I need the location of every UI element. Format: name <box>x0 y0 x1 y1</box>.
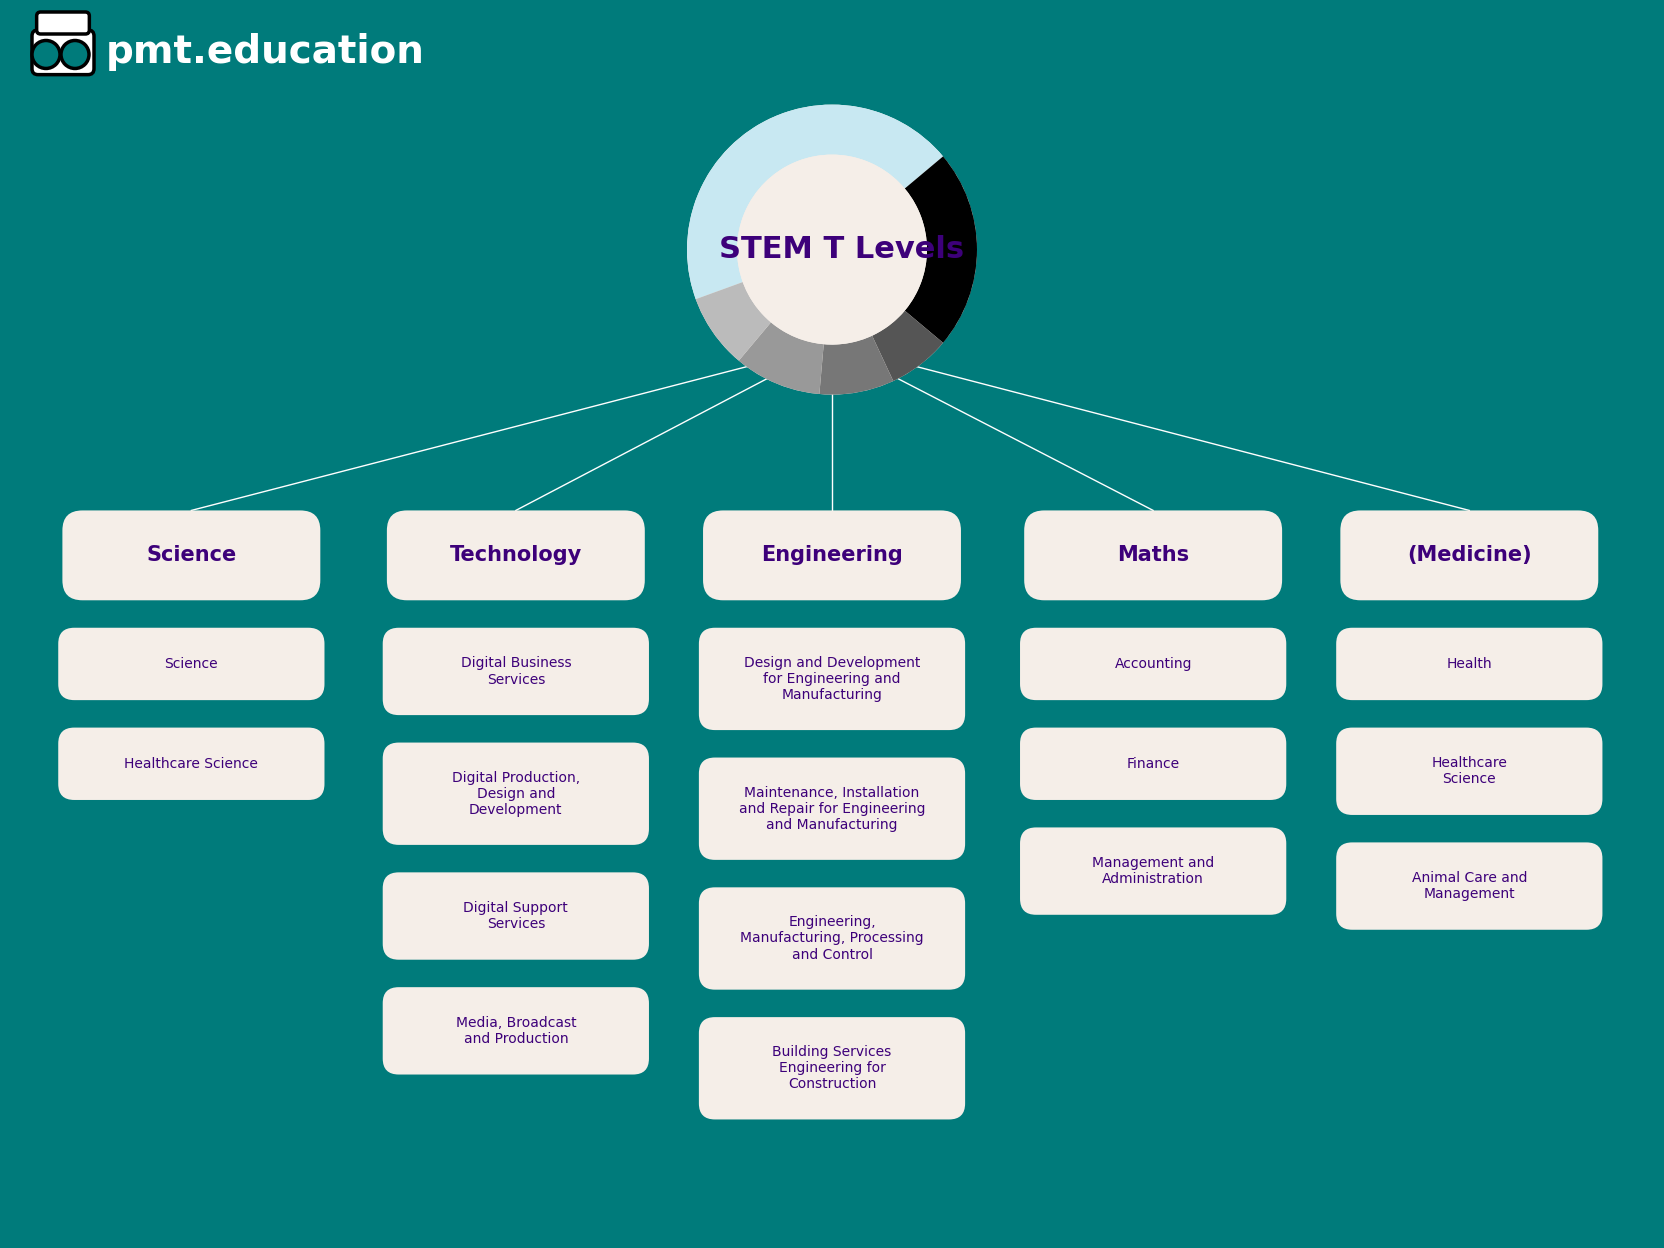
FancyBboxPatch shape <box>383 628 649 715</box>
Circle shape <box>40 49 52 60</box>
FancyBboxPatch shape <box>383 872 649 960</box>
Circle shape <box>62 40 88 69</box>
Text: Healthcare Science: Healthcare Science <box>125 756 258 771</box>
FancyBboxPatch shape <box>1020 728 1286 800</box>
Text: Finance: Finance <box>1127 756 1180 771</box>
Text: Science: Science <box>165 656 218 671</box>
FancyBboxPatch shape <box>1020 628 1286 700</box>
FancyBboxPatch shape <box>37 12 90 34</box>
FancyBboxPatch shape <box>32 30 93 75</box>
Text: Digital Business
Services: Digital Business Services <box>461 656 571 686</box>
FancyBboxPatch shape <box>1336 728 1602 815</box>
Wedge shape <box>905 156 977 343</box>
Text: Accounting: Accounting <box>1115 656 1191 671</box>
FancyBboxPatch shape <box>58 628 324 700</box>
FancyBboxPatch shape <box>699 887 965 990</box>
Circle shape <box>68 49 82 60</box>
Text: Science: Science <box>146 545 236 565</box>
Text: Engineering,
Manufacturing, Processing
and Control: Engineering, Manufacturing, Processing a… <box>740 915 924 962</box>
Text: Technology: Technology <box>449 545 582 565</box>
Text: Media, Broadcast
and Production: Media, Broadcast and Production <box>456 1016 576 1046</box>
Text: Digital Support
Services: Digital Support Services <box>464 901 567 931</box>
FancyBboxPatch shape <box>1023 510 1281 600</box>
Text: Building Services
Engineering for
Construction: Building Services Engineering for Constr… <box>772 1045 892 1092</box>
FancyBboxPatch shape <box>383 987 649 1075</box>
Circle shape <box>737 155 927 344</box>
Circle shape <box>687 105 977 394</box>
Wedge shape <box>739 322 824 394</box>
Text: Health: Health <box>1446 656 1493 671</box>
FancyBboxPatch shape <box>386 510 646 600</box>
Text: pmt.education: pmt.education <box>106 32 424 71</box>
Wedge shape <box>872 311 943 381</box>
FancyBboxPatch shape <box>63 510 321 600</box>
FancyBboxPatch shape <box>1336 628 1602 700</box>
Wedge shape <box>696 282 770 361</box>
Text: STEM T Levels: STEM T Levels <box>719 235 965 265</box>
Wedge shape <box>819 336 894 394</box>
Text: Animal Care and
Management: Animal Care and Management <box>1411 871 1528 901</box>
FancyBboxPatch shape <box>58 728 324 800</box>
FancyBboxPatch shape <box>1336 842 1602 930</box>
Text: Design and Development
for Engineering and
Manufacturing: Design and Development for Engineering a… <box>744 655 920 703</box>
FancyBboxPatch shape <box>699 628 965 730</box>
Text: Digital Production,
Design and
Development: Digital Production, Design and Developme… <box>453 770 579 817</box>
Text: (Medicine): (Medicine) <box>1408 545 1531 565</box>
FancyBboxPatch shape <box>702 510 962 600</box>
Wedge shape <box>687 105 943 300</box>
FancyBboxPatch shape <box>699 758 965 860</box>
Text: Engineering: Engineering <box>760 545 904 565</box>
FancyBboxPatch shape <box>1341 510 1597 600</box>
FancyBboxPatch shape <box>699 1017 965 1119</box>
Text: Maths: Maths <box>1117 545 1190 565</box>
FancyBboxPatch shape <box>383 743 649 845</box>
FancyBboxPatch shape <box>1020 827 1286 915</box>
Text: Maintenance, Installation
and Repair for Engineering
and Manufacturing: Maintenance, Installation and Repair for… <box>739 785 925 832</box>
Text: Management and
Administration: Management and Administration <box>1092 856 1215 886</box>
Text: Healthcare
Science: Healthcare Science <box>1431 756 1508 786</box>
Circle shape <box>32 40 60 69</box>
